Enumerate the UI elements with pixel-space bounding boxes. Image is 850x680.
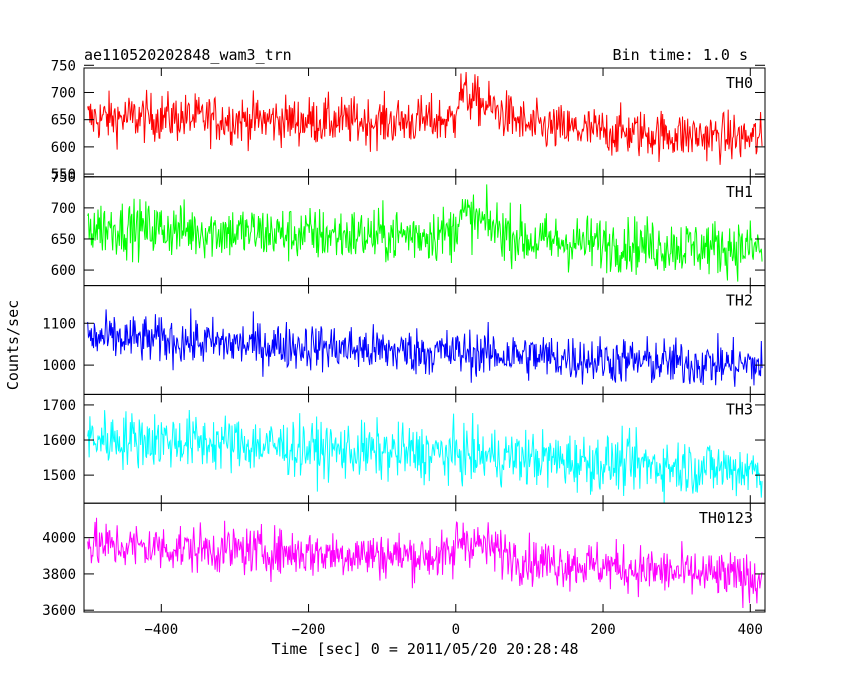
panel-frame-th0123 <box>83 502 766 613</box>
y-tick-label: 650 <box>51 232 76 248</box>
panel-label-th1: TH1 <box>726 183 753 201</box>
y-tick-label: 1600 <box>42 433 76 449</box>
y-tick-label: 4000 <box>42 531 76 547</box>
bin-time-label: Bin time: 1.0 s <box>613 46 748 64</box>
panel-label-th3: TH3 <box>726 400 753 418</box>
y-tick-label: 1100 <box>42 316 76 332</box>
y-tick-label: 1000 <box>42 358 76 374</box>
y-tick-label: 750 <box>51 170 76 186</box>
y-tick-label: 650 <box>51 113 76 129</box>
y-tick-label: 600 <box>51 140 76 156</box>
y-tick-label: 1500 <box>42 468 76 484</box>
y-tick-label: 600 <box>51 263 76 279</box>
x-tick-label: 200 <box>590 622 615 638</box>
x-tick-label: −400 <box>144 622 178 638</box>
x-axis-label: Time [sec] 0 = 2011/05/20 20:28:48 <box>271 640 578 658</box>
y-tick-label: 3800 <box>42 567 76 583</box>
panels-group: 550 600 650 700 750 TH0 600 650 700 750 TH1 1000 110… <box>42 58 766 638</box>
panel-label-th0: TH0 <box>726 74 753 92</box>
series-line-th0123 <box>87 517 763 609</box>
chart-title: ae110520202848_wam3_trn <box>84 46 292 64</box>
y-tick-label: 750 <box>51 58 76 74</box>
series-line-th1 <box>87 184 763 282</box>
series-line-th3 <box>87 409 763 504</box>
x-tick-label: 0 <box>452 622 460 638</box>
panel-label-th2: TH2 <box>726 292 753 310</box>
y-tick-label: 1700 <box>42 398 76 414</box>
y-tick-label: 3600 <box>42 603 76 619</box>
x-tick-label: −200 <box>292 622 326 638</box>
series-line-th2 <box>87 308 763 387</box>
y-tick-label: 700 <box>51 201 76 217</box>
y-tick-label: 550 <box>51 167 76 183</box>
panel-label-th0123: TH0123 <box>699 509 753 527</box>
y-axis-label: Counts/sec <box>4 300 22 390</box>
y-tick-label: 700 <box>51 85 76 101</box>
x-tick-label: 400 <box>738 622 763 638</box>
series-line-th0 <box>87 72 763 165</box>
